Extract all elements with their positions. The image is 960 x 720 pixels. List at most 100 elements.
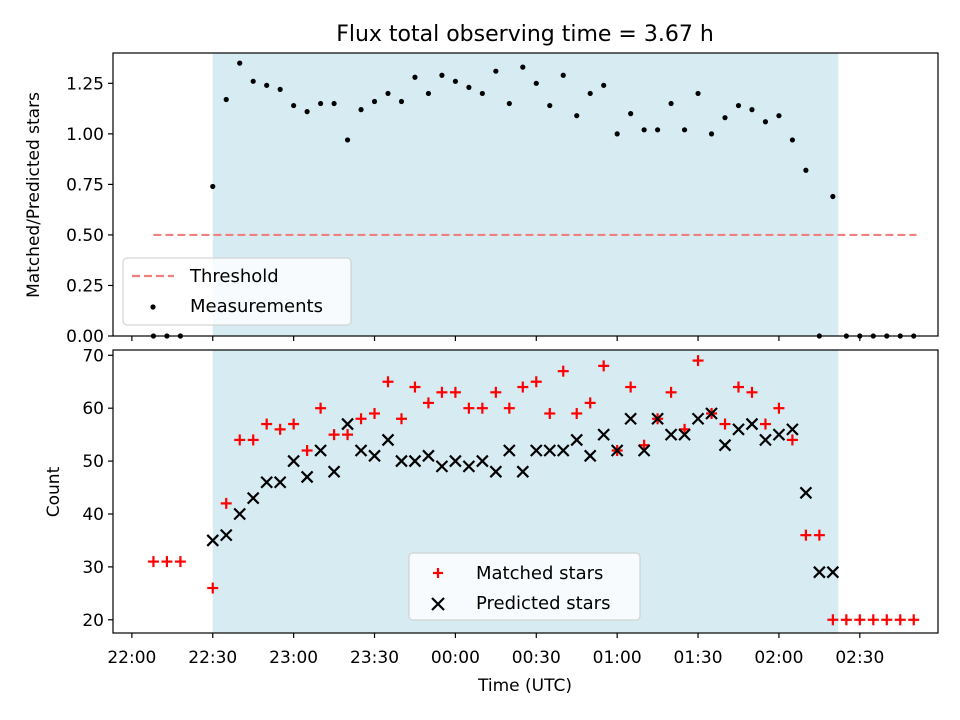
matched-star-point [207,582,219,594]
predicted-star-point [489,465,503,478]
measurement-point [520,64,526,70]
measurement-point [722,115,728,121]
measurement-point [762,119,769,125]
matched-star-point [894,614,906,626]
predicted-star-point [556,444,570,457]
predicted-star-point [219,528,233,542]
matched-star-point [247,434,259,446]
matched-star-point [261,418,273,430]
measurement-point [304,109,310,115]
measurement-point [398,98,405,105]
predicted-star-point [718,438,732,452]
predicted-star-point [408,454,422,468]
matched-star-point [436,386,448,398]
predicted-star-point [300,470,314,484]
y-tick-label: 40 [82,505,104,525]
count-y-axis-label: Count [44,466,64,517]
predicted-star-point [206,534,220,547]
measurements-legend-label: Measurements [190,296,323,317]
predicted-star-point [287,454,300,468]
ratio-y-ticks: 0.00 0.25 0.50 0.75 1.00 1.25 [66,74,113,347]
predicted-star-point [705,407,718,420]
y-tick-label: 70 [82,346,104,366]
measurement-point [331,100,337,107]
count-x-ticks: 22:00 22:30 23:00 23:30 00:00 00:30 01:00 01:30… [107,633,884,668]
measurement-point [735,102,742,109]
count-legend: Matched stars Predicted stars [408,552,641,621]
measurement-point [668,100,674,107]
measurement-point [439,72,445,78]
x-axis-label: Time (UTC) [477,676,572,696]
predicted-star-point [476,454,489,468]
measurement-point [223,96,229,103]
predicted-star-point [503,444,516,457]
matched-star-point [342,429,354,441]
chart-title: Flux total observing time = 3.67 h [336,22,714,47]
predicted-star-point [530,444,543,457]
ratio-x-ticks [131,336,861,341]
predicted-star-point [246,491,260,505]
predicted-star-point [368,449,381,463]
measurement-point [601,82,607,88]
x-tick-label: 02:00 [754,648,803,668]
matched-star-point [476,402,488,414]
predicted-star-point [799,486,813,500]
measurement-point [237,60,243,66]
measurement-point [425,90,432,97]
predicted-star-point [395,454,408,468]
matched-star-point [557,365,569,377]
predicted-star-point [462,460,476,473]
measurement-point [803,167,809,173]
predicted-star-point [610,444,624,457]
measurement-point [533,80,539,86]
matched-star-point [692,355,704,367]
x-tick-label: 02:30 [835,648,884,668]
y-tick-label: 0.50 [66,226,104,246]
count-y-ticks: 20 30 40 50 60 70 [82,346,113,631]
predicted-star-point [597,428,610,441]
y-tick-label: 20 [82,611,104,631]
matched-star-point [827,614,839,626]
matched-star-point [881,614,893,626]
measurement-point [210,183,216,190]
matched-star-point [174,556,186,568]
matched-star-point [382,376,394,388]
measurement-point [371,98,378,105]
predicted-star-point [233,507,246,521]
matched-star-point [530,376,542,388]
predicted-star-point [570,433,584,447]
matched-star-point [517,381,529,393]
predicted-star-point [759,433,772,447]
measurements-legend-swatch [150,304,156,310]
matched-star-point [759,418,771,430]
count-panel: 20 30 40 50 60 70 22:00 22:30 23:00 23:30 00:00 00… [44,346,939,696]
predicted-star-point [732,423,745,436]
matched-star-point [503,402,515,414]
ratio-panel-frame [112,52,939,337]
matched-star-point [813,529,825,541]
measurement-point [506,100,512,107]
predicted-star-point [422,449,435,463]
predicted-star-point [691,412,705,426]
measurement-point [708,131,715,137]
measurement-point [493,68,499,74]
matched-star-point [449,386,461,398]
predicted-star-point [786,423,799,436]
ratio-panel: 0.00 0.25 0.50 0.75 1.00 1.25 Matched/Predict… [24,52,939,347]
matched-star-point [490,386,502,398]
y-tick-label: 60 [82,399,104,419]
matched-star-point [854,614,866,626]
measurement-point [344,137,351,143]
predicted-star-point [678,428,691,441]
predicted-legend-swatch [431,597,445,611]
x-tick-label: 00:00 [431,648,480,668]
matched-star-point [315,402,327,414]
x-tick-label: 01:30 [674,648,723,668]
x-tick-label: 23:00 [269,648,318,668]
measurement-point [560,72,566,78]
measurement-point [695,90,701,97]
predicted-star-point [543,444,557,457]
y-tick-label: 1.00 [66,125,104,145]
predicted-star-point [341,417,354,431]
